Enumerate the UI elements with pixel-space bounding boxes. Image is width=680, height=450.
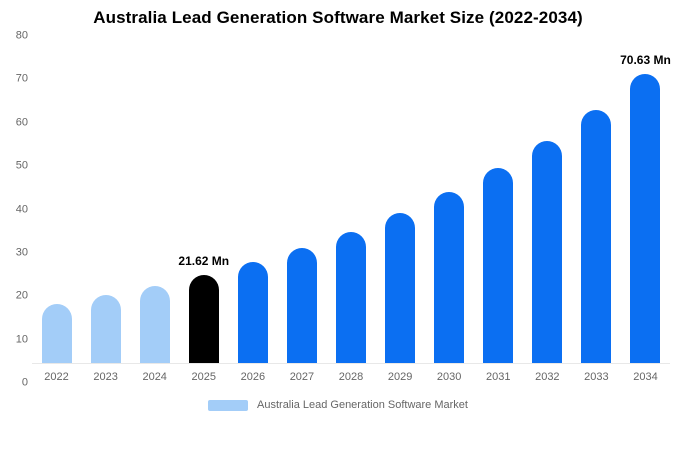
legend-label: Australia Lead Generation Software Marke… — [257, 399, 468, 411]
x-axis-labels: 2022 2023 2024 2025 2026 2027 2028 2029 2030 2031… — [32, 364, 670, 383]
bar-slot-2024 — [130, 36, 179, 363]
bar-slot-2023 — [81, 36, 130, 363]
bar-slot-2032 — [523, 36, 572, 363]
bar-2032 — [532, 141, 563, 363]
x-axis-label-2032: 2032 — [535, 371, 560, 383]
bar-2023 — [90, 295, 121, 363]
bar-slot-2028 — [326, 36, 375, 363]
x-axis-label-2027: 2027 — [289, 371, 315, 383]
bar-value-label: 21.62 Mn — [178, 253, 230, 268]
x-axis-label-2022: 2022 — [44, 371, 69, 383]
chart-body: 80 70 60 50 40 30 20 10 0 21.62 Mn 70.63 Mn 2022 2… — [6, 30, 671, 388]
y-axis: 80 70 60 50 40 30 20 10 0 — [6, 30, 32, 388]
y-tick-label: 0 — [21, 376, 28, 389]
bar-2027 — [286, 248, 317, 363]
bar-value-label: 70.63 Mn — [620, 53, 671, 68]
y-tick-label: 40 — [15, 203, 28, 215]
y-tick-label: 50 — [15, 159, 28, 172]
bar-2030 — [434, 192, 465, 363]
bar-slot-2025: 21.62 Mn — [178, 36, 230, 363]
bar-2026 — [237, 262, 268, 363]
bar-slot-2030 — [425, 36, 474, 363]
x-axis-label-2024: 2024 — [142, 371, 167, 383]
bar-slot-2027 — [277, 36, 326, 363]
bar-slot-2033 — [572, 36, 621, 363]
chart-title: Australia Lead Generation Software Marke… — [93, 8, 583, 27]
x-axis-label-2028: 2028 — [338, 371, 364, 383]
bar-slot-2029 — [376, 36, 425, 363]
legend: Australia Lead Generation Software Marke… — [6, 399, 670, 411]
x-axis-label-2026: 2026 — [240, 371, 266, 383]
bar-2028 — [336, 231, 366, 363]
bar-slot-2022 — [32, 36, 81, 363]
bar-2033 — [581, 109, 612, 363]
x-axis-label-2030: 2030 — [436, 371, 462, 383]
y-tick-label: 30 — [15, 246, 28, 259]
x-axis-label-2033: 2033 — [584, 371, 609, 383]
bar-2024 — [139, 285, 170, 363]
plot-area: 21.62 Mn 70.63 Mn — [32, 36, 671, 364]
y-tick-label: 60 — [15, 116, 28, 129]
bar-2022 — [41, 303, 72, 363]
bar-slot-2034: 70.63 Mn — [620, 36, 671, 363]
x-axis-label-2029: 2029 — [387, 371, 413, 383]
y-tick-label: 80 — [15, 29, 28, 42]
x-axis-label-2031: 2031 — [486, 371, 511, 383]
bar-slot-2031 — [474, 36, 523, 363]
plot-column: 21.62 Mn 70.63 Mn 2022 2023 2024 2025 2026 202… — [32, 36, 671, 383]
bar-2034 — [630, 74, 661, 363]
bar-2025 — [188, 274, 219, 363]
bar-2029 — [385, 213, 416, 363]
bar-slot-2026 — [228, 36, 277, 363]
x-axis-label-2023: 2023 — [93, 371, 118, 383]
legend-swatch — [208, 399, 249, 411]
y-tick-label: 20 — [15, 289, 28, 302]
bar-2031 — [483, 168, 514, 363]
x-axis-label-2025: 2025 — [191, 371, 217, 383]
y-tick-label: 70 — [15, 72, 28, 85]
y-tick-label: 10 — [15, 333, 28, 346]
x-axis-label-2034: 2034 — [633, 371, 658, 383]
